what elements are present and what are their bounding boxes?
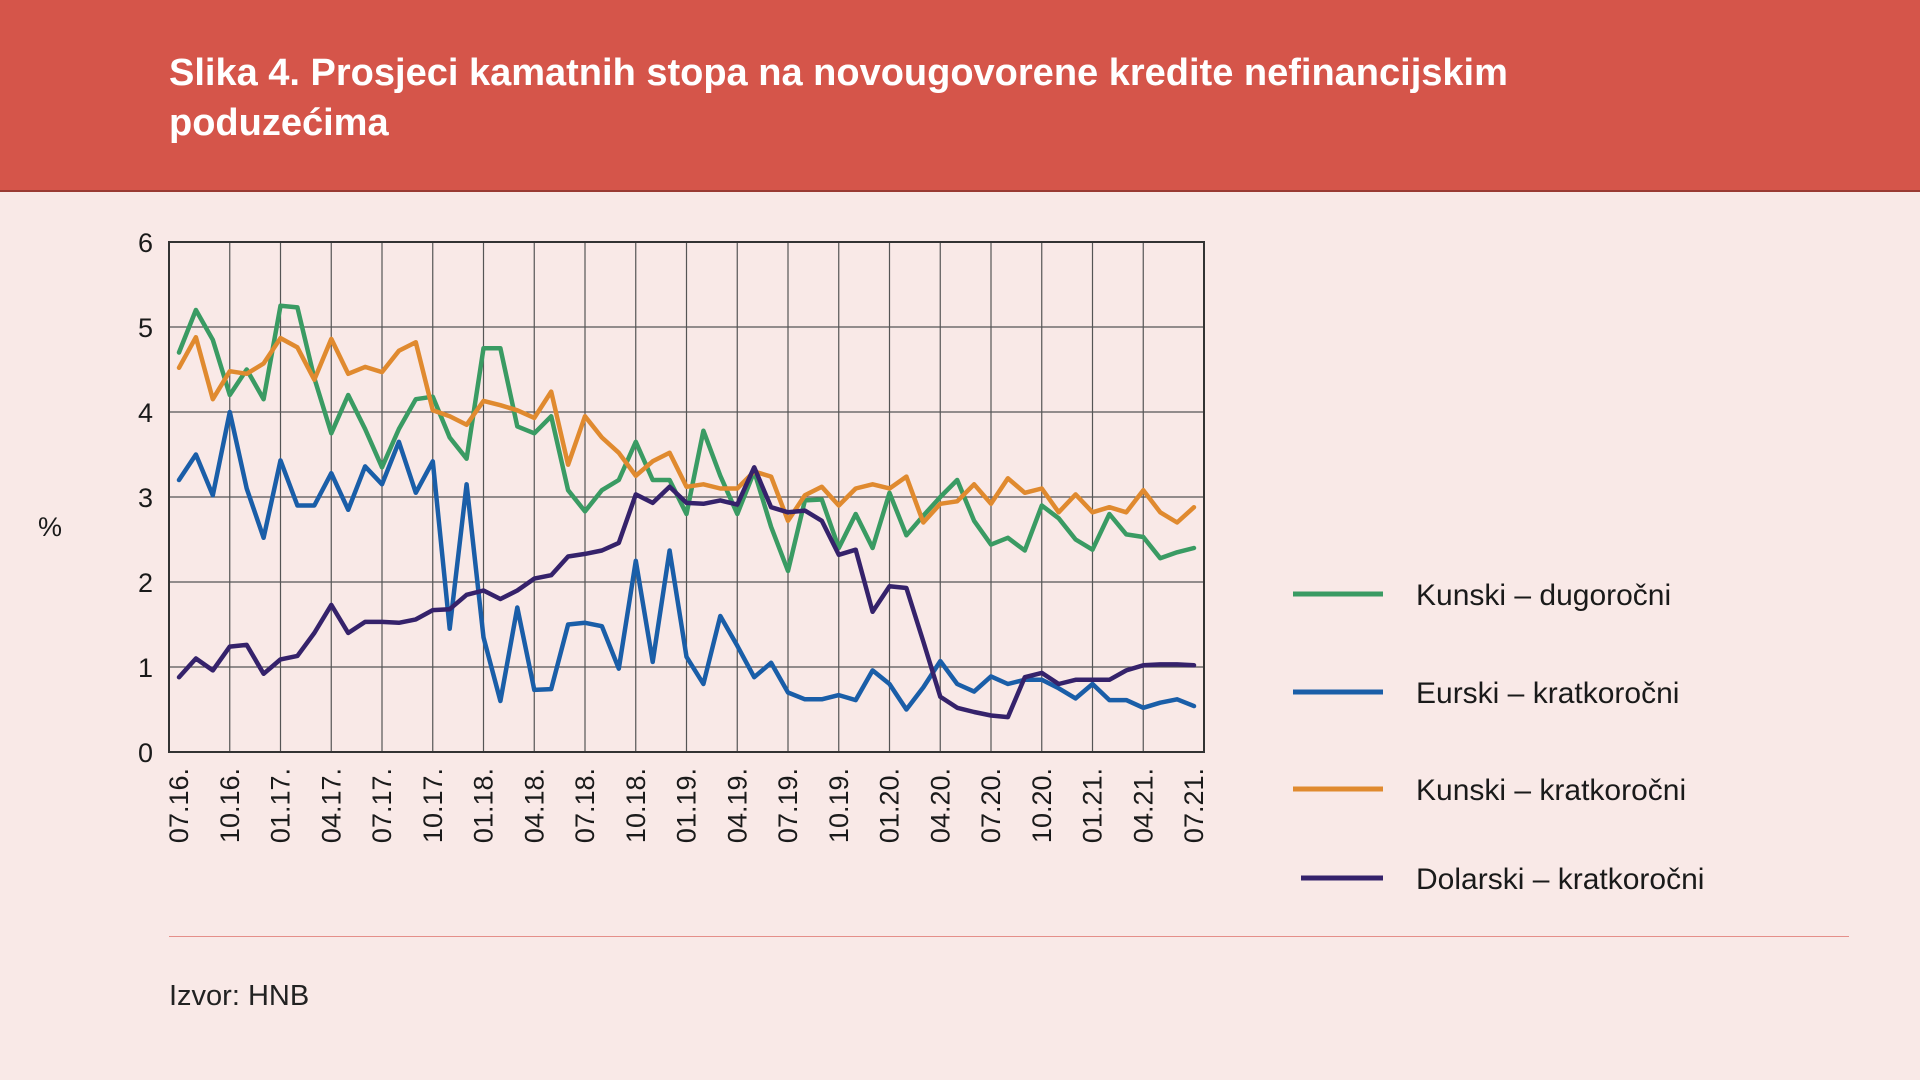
chart-legend: Kunski – dugoročni Eurski – kratkoročni Ku… — [1293, 579, 1704, 896]
x-tick-label: 07.17. — [367, 768, 397, 843]
legend-label-2: Kunski – kratkoročni — [1416, 774, 1686, 807]
x-tick-label: 01.17. — [266, 768, 296, 843]
series-line-2 — [176, 334, 1197, 525]
y-axis-label: % — [38, 512, 62, 542]
series-lines — [176, 303, 1197, 720]
series-line-0 — [176, 303, 1197, 574]
y-tick-label: 2 — [138, 568, 153, 598]
x-tick-label: 10.19. — [824, 768, 854, 843]
y-tick-label: 6 — [138, 228, 153, 258]
x-tick-label: 01.20. — [875, 768, 905, 843]
x-tick-label: 04.21. — [1128, 768, 1158, 843]
legend-label-1: Eurski – kratkoročni — [1416, 677, 1679, 710]
y-tick-label: 0 — [138, 738, 153, 768]
y-tick-labels: 0 1 2 3 4 5 6 — [138, 228, 153, 768]
x-tick-label: 07.21. — [1179, 768, 1209, 843]
x-tick-label: 10.18. — [621, 768, 651, 843]
x-tick-label: 04.19. — [722, 768, 752, 843]
x-tick-label: 10.17. — [418, 768, 448, 843]
source-note: Izvor: HNB — [169, 980, 310, 1012]
figure-title: Slika 4. Prosjeci kamatnih stopa na novo… — [169, 52, 1508, 144]
footer-divider — [169, 936, 1849, 937]
x-tick-label: 01.19. — [672, 768, 702, 843]
y-tick-label: 5 — [138, 313, 153, 343]
x-tick-label: 01.21. — [1078, 768, 1108, 843]
y-tick-label: 3 — [138, 483, 153, 513]
x-tick-label: 10.20. — [1027, 768, 1057, 843]
x-tick-label: 04.20. — [925, 768, 955, 843]
line-chart: 0 1 2 3 4 5 6 07.16. 10.16. 01.17. 04.17. 07.17. 10… — [38, 228, 1704, 896]
x-tick-label: 07.16. — [164, 768, 194, 843]
legend-label-3: Dolarski – kratkoročni — [1416, 863, 1704, 896]
x-tick-label: 07.20. — [976, 768, 1006, 843]
y-tick-label: 1 — [138, 653, 153, 683]
x-tick-label: 04.18. — [519, 768, 549, 843]
x-tick-label: 04.17. — [316, 768, 346, 843]
x-tick-label: 07.18. — [570, 768, 600, 843]
plot-frame — [168, 241, 1205, 753]
x-tick-labels: 07.16. 10.16. 01.17. 04.17. 07.17. 10.17. 01.1… — [164, 768, 1209, 843]
y-tick-label: 4 — [138, 398, 153, 428]
legend-label-0: Kunski – dugoročni — [1416, 579, 1671, 612]
x-tick-label: 01.18. — [469, 768, 499, 843]
title-banner: Slika 4. Prosjeci kamatnih stopa na novo… — [0, 0, 1920, 192]
x-tick-label: 10.16. — [215, 768, 245, 843]
series-line-3 — [176, 465, 1197, 720]
x-tick-label: 07.19. — [773, 768, 803, 843]
